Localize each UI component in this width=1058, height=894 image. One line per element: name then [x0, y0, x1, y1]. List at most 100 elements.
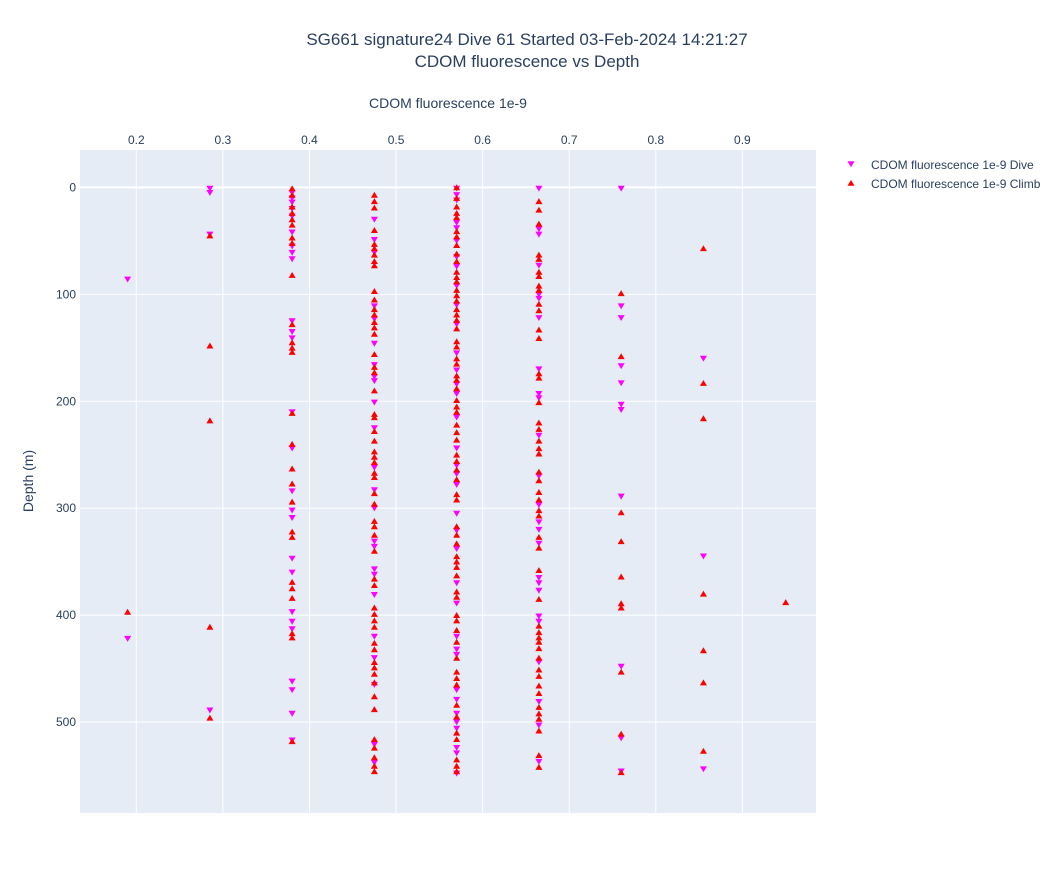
- x-tick-label: 0.9: [734, 133, 751, 147]
- climb-point: [699, 245, 707, 252]
- climb-point: [535, 286, 543, 293]
- climb-point: [206, 417, 214, 424]
- y-axis-title: Depth (m): [20, 450, 36, 512]
- climb-point: [370, 490, 378, 497]
- climb-point: [370, 693, 378, 700]
- legend[interactable]: CDOM fluorescence 1e-9 Dive CDOM fluores…: [847, 158, 1041, 191]
- y-tick-label: 500: [56, 715, 76, 729]
- legend-item-climb[interactable]: CDOM fluorescence 1e-9 Climb: [847, 177, 1041, 191]
- dive-point: [453, 633, 461, 640]
- dive-point: [288, 569, 296, 576]
- climb-point: [453, 558, 461, 565]
- climb-point: [617, 769, 625, 776]
- dive-point: [617, 735, 625, 742]
- dive-point: [535, 580, 543, 587]
- dive-point: [288, 199, 296, 206]
- climb-point: [370, 363, 378, 370]
- climb-point: [370, 706, 378, 713]
- dive-point: [453, 367, 461, 374]
- dive-point: [535, 722, 543, 729]
- climb-point: [535, 335, 543, 342]
- climb-point: [288, 239, 296, 246]
- dive-point: [453, 414, 461, 421]
- climb-point: [535, 255, 543, 262]
- climb-point: [370, 251, 378, 258]
- climb-point: [453, 408, 461, 415]
- legend-item-dive[interactable]: CDOM fluorescence 1e-9 Dive: [847, 158, 1035, 172]
- dive-point: [699, 355, 707, 362]
- climb-point: [782, 599, 790, 606]
- climb-point: [453, 626, 461, 633]
- climb-point: [453, 292, 461, 299]
- dive-point: [288, 249, 296, 256]
- climb-point: [453, 429, 461, 436]
- dive-point: [453, 725, 461, 732]
- climb-point: [370, 191, 378, 198]
- climb-point: [124, 608, 132, 615]
- climb-point: [370, 204, 378, 211]
- chart-title: SG661 signature24 Dive 61 Started 03-Feb…: [306, 30, 747, 49]
- dive-point: [370, 373, 378, 380]
- climb-point: [535, 399, 543, 406]
- dive-point: [535, 391, 543, 397]
- climb-point: [288, 465, 296, 472]
- climb-point: [206, 232, 214, 239]
- climb-point: [453, 306, 461, 313]
- dive-point: [535, 540, 543, 547]
- climb-point: [617, 604, 625, 611]
- climb-point: [453, 496, 461, 503]
- climb-point: [370, 646, 378, 653]
- dive-point: [288, 618, 296, 625]
- dive-point: [617, 407, 625, 414]
- climb-point: [453, 258, 461, 265]
- climb-point: [453, 311, 461, 318]
- climb-point: [535, 425, 543, 432]
- dive-point: [370, 655, 378, 662]
- dive-point: [617, 663, 625, 670]
- climb-point: [535, 268, 543, 275]
- climb-point: [453, 654, 461, 661]
- climb-point: [535, 690, 543, 697]
- climb-point: [535, 496, 543, 503]
- dive-point: [288, 609, 296, 616]
- climb-point: [370, 659, 378, 666]
- climb-point: [535, 507, 543, 514]
- climb-point: [453, 756, 461, 763]
- climb-point: [288, 409, 296, 416]
- climb-point: [453, 701, 461, 708]
- dive-point: [617, 380, 625, 387]
- climb-point: [288, 634, 296, 641]
- dive-point: [535, 574, 543, 581]
- dive-point: [453, 646, 461, 653]
- climb-point: [370, 617, 378, 624]
- climb-point: [453, 588, 461, 595]
- climb-point: [370, 319, 378, 325]
- climb-point: [535, 629, 543, 636]
- climb-point: [288, 209, 296, 216]
- dive-point: [617, 315, 625, 322]
- climb-point: [288, 578, 296, 585]
- dive-point: [453, 481, 461, 488]
- climb-point: [535, 370, 543, 377]
- dive-point: [370, 505, 378, 512]
- dive-point: [370, 592, 378, 599]
- climb-point: [370, 245, 378, 252]
- climb-point: [453, 436, 461, 443]
- dive-point: [288, 678, 296, 685]
- climb-point: [288, 480, 296, 487]
- climb-point: [453, 397, 461, 404]
- climb-point: [453, 360, 461, 367]
- climb-point: [535, 544, 543, 551]
- y-tick-label: 400: [56, 608, 76, 622]
- dive-point: [288, 710, 296, 717]
- chart-subtitle: CDOM fluorescence vs Depth: [415, 52, 640, 71]
- climb-point: [288, 348, 296, 355]
- dive-point: [206, 707, 214, 714]
- x-tick-label: 0.3: [215, 133, 232, 147]
- climb-point: [288, 533, 296, 540]
- climb-point: [453, 233, 461, 240]
- climb-point: [699, 747, 707, 754]
- climb-point: [699, 379, 707, 386]
- climb-point: [453, 531, 461, 538]
- dive-point: [288, 445, 296, 452]
